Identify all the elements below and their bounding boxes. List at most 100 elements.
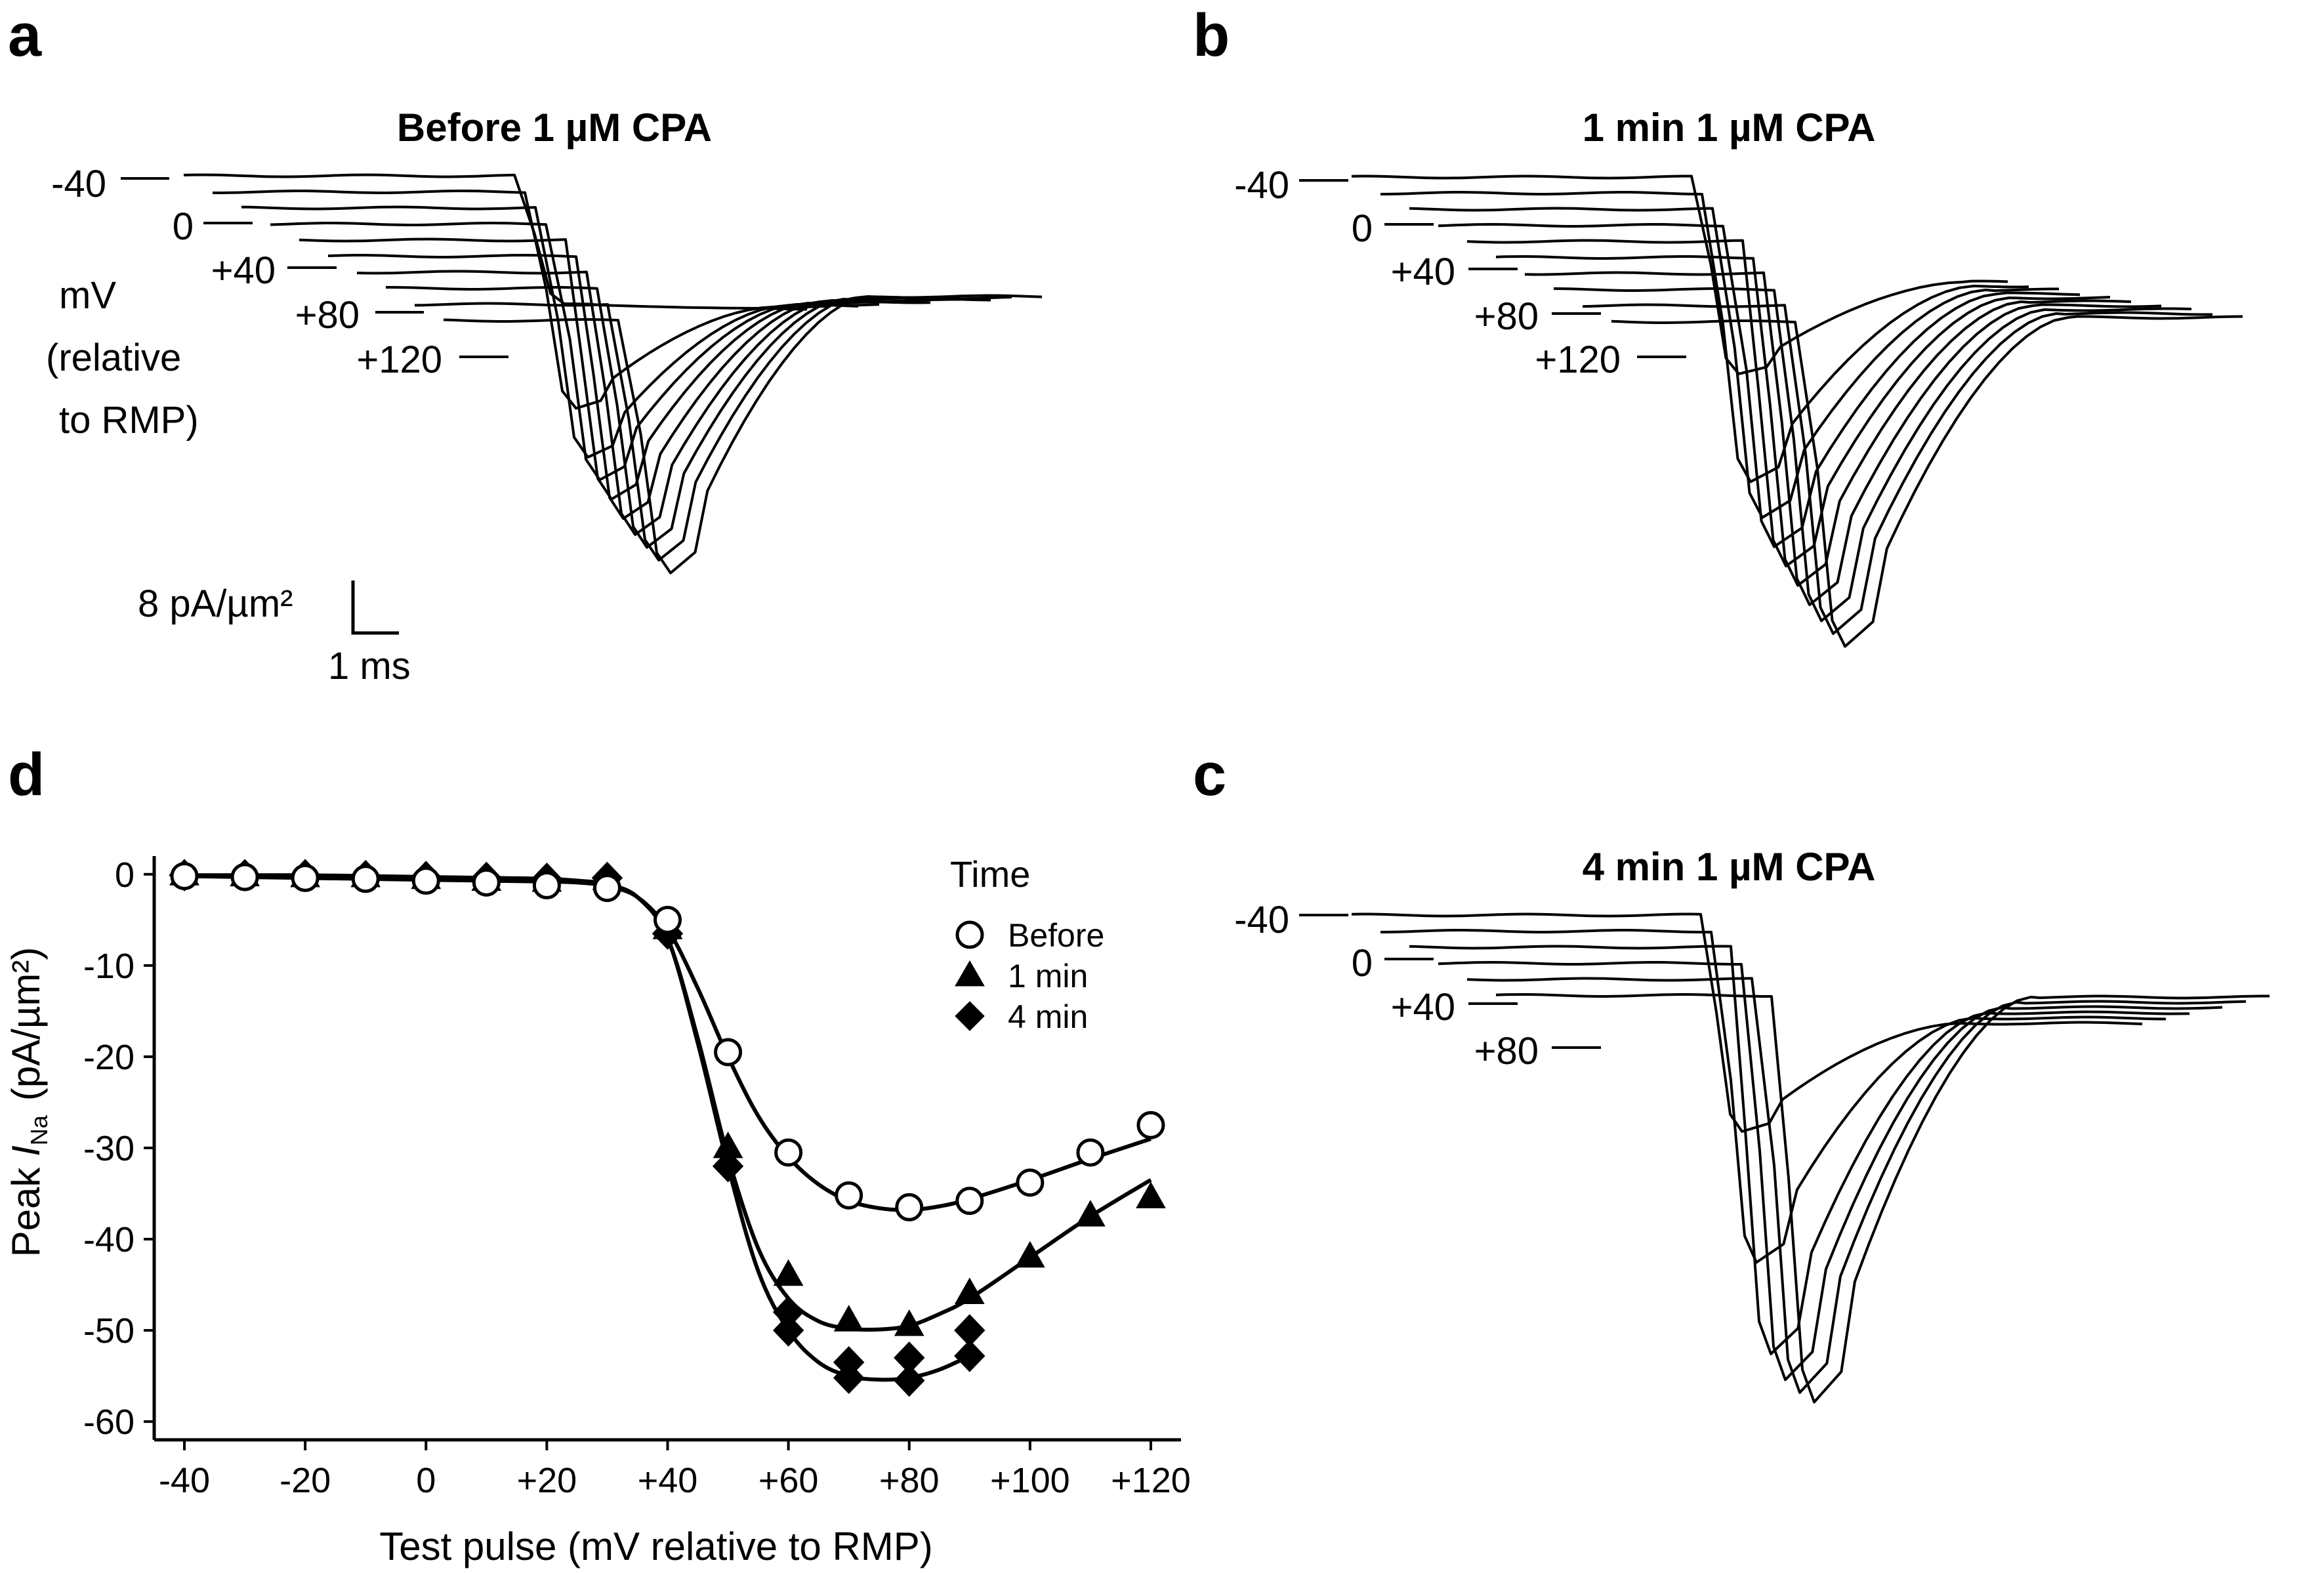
fit-curve-4min bbox=[184, 873, 971, 1382]
legend-marker-before bbox=[955, 920, 984, 949]
voltage-label-plus40: +40 bbox=[211, 249, 276, 292]
data-point-4min bbox=[833, 1361, 865, 1395]
data-point-1min bbox=[954, 1277, 985, 1304]
y-tick-label: -40 bbox=[83, 1220, 135, 1259]
panel-c-traces bbox=[1351, 912, 2270, 1404]
voltage-label-0: 0 bbox=[1352, 207, 1373, 250]
panel-c: c 4 min 1 µM CPA -40 0 +40 +80 bbox=[1193, 741, 2270, 1404]
voltage-label-minus40: -40 bbox=[51, 163, 106, 205]
data-point-4min bbox=[954, 1339, 986, 1372]
current-trace bbox=[1438, 961, 2223, 1381]
current-trace bbox=[1409, 945, 2190, 1355]
x-tick-label: +60 bbox=[758, 1461, 819, 1500]
panel-b: b 1 min 1 µM CPA -40 0 +40 +80 +120 bbox=[1193, 2, 2243, 648]
voltage-label-0: 0 bbox=[173, 205, 194, 248]
chart-data-points bbox=[169, 859, 1166, 1397]
data-point-before bbox=[291, 863, 320, 892]
current-trace bbox=[414, 295, 1012, 562]
y-tick-label: -20 bbox=[83, 1038, 135, 1077]
panel-b-letter: b bbox=[1193, 2, 1230, 69]
voltage-label-plus120: +120 bbox=[1535, 338, 1621, 381]
data-point-before bbox=[230, 863, 259, 891]
panel-c-letter: c bbox=[1193, 741, 1226, 808]
current-trace bbox=[1495, 993, 2270, 1404]
data-point-before bbox=[592, 874, 621, 903]
current-trace bbox=[1380, 191, 2029, 483]
data-point-before bbox=[411, 867, 440, 895]
voltage-label-plus40: +40 bbox=[1391, 251, 1455, 293]
data-point-4min bbox=[772, 1314, 804, 1347]
panel-b-voltage-labels: -40 0 +40 +80 +120 bbox=[1234, 164, 1686, 381]
panel-a-title: Before 1 µM CPA bbox=[397, 106, 712, 150]
data-point-1min bbox=[773, 1259, 804, 1286]
chart-legend: Time Before 1 min 4 min bbox=[950, 853, 1104, 1035]
current-trace bbox=[1495, 255, 2132, 587]
y-axis-label: Peak INa (pA/µm²) bbox=[4, 947, 52, 1257]
current-trace bbox=[1438, 223, 2081, 548]
current-trace bbox=[1611, 315, 2243, 648]
legend-marker-1min bbox=[955, 960, 985, 987]
voltage-label-plus40: +40 bbox=[1391, 986, 1455, 1029]
data-point-4min bbox=[894, 1364, 925, 1397]
current-trace bbox=[1466, 977, 2247, 1394]
peak-current-chart: -40 -20 0 +20 +40 +60 +80 +100 +120 0 -10 -20 -30 -40… bbox=[4, 853, 1191, 1568]
data-point-before bbox=[532, 871, 561, 899]
x-tick-label: -20 bbox=[280, 1461, 331, 1500]
y-tick-label: -30 bbox=[83, 1129, 135, 1168]
scale-bar-lines bbox=[351, 581, 399, 635]
data-point-1min bbox=[1014, 1240, 1045, 1268]
current-trace bbox=[213, 190, 829, 410]
data-point-before bbox=[351, 865, 380, 893]
current-trace bbox=[1466, 239, 2111, 567]
current-trace bbox=[1582, 303, 2213, 635]
data-point-4min bbox=[954, 1314, 986, 1347]
panel-b-title: 1 min 1 µM CPA bbox=[1583, 106, 1876, 150]
legend-marker-4min bbox=[955, 1001, 985, 1031]
voltage-label-0: 0 bbox=[1352, 942, 1373, 985]
current-trace bbox=[241, 205, 859, 459]
data-point-1min bbox=[833, 1305, 864, 1332]
x-tick-label: -40 bbox=[159, 1461, 210, 1500]
voltage-label-plus80: +80 bbox=[295, 294, 360, 337]
data-point-1min bbox=[894, 1309, 924, 1336]
data-point-before bbox=[1136, 1111, 1165, 1139]
x-tick-label: +40 bbox=[638, 1461, 698, 1500]
data-point-before bbox=[170, 862, 199, 891]
voltage-label-minus40: -40 bbox=[1234, 899, 1289, 941]
panel-b-traces bbox=[1351, 174, 2243, 648]
voltage-label-minus40: -40 bbox=[1234, 164, 1289, 207]
voltage-label-plus80: +80 bbox=[1474, 295, 1539, 338]
panel-a-voltage-labels: -40 0 +40 +80 +120 bbox=[51, 163, 508, 381]
data-point-1min bbox=[1075, 1200, 1106, 1227]
data-point-1min bbox=[713, 1131, 743, 1158]
y-axis-label-units: (pA/µm²) bbox=[4, 947, 48, 1101]
data-point-before bbox=[714, 1038, 743, 1067]
y-tick-label: -50 bbox=[83, 1311, 135, 1351]
y-axis-label-subscript: Na bbox=[26, 1114, 52, 1145]
legend-label-1min: 1 min bbox=[1008, 958, 1088, 994]
panel-d: d -40 -20 0 +20 +40 +60 +80 +100 +1200-10-20-30-… bbox=[4, 741, 1191, 1568]
y-tick-label: 0 bbox=[115, 855, 135, 895]
x-tick-label: +120 bbox=[1111, 1461, 1191, 1500]
scale-bar-current-label: 8 pA/µm² bbox=[138, 582, 293, 625]
current-trace bbox=[327, 254, 931, 520]
panel-c-title: 4 min 1 µM CPA bbox=[1583, 845, 1876, 889]
data-point-before bbox=[835, 1181, 863, 1210]
legend-title: Time bbox=[950, 853, 1030, 895]
current-trace bbox=[386, 286, 991, 549]
current-trace bbox=[1380, 929, 2167, 1264]
current-trace bbox=[1351, 174, 2008, 375]
current-trace bbox=[183, 173, 808, 311]
scale-bar: 8 pA/µm² 1 ms bbox=[138, 581, 411, 687]
current-trace bbox=[1409, 207, 2059, 519]
current-trace bbox=[1524, 271, 2162, 606]
data-point-4min bbox=[712, 1150, 744, 1183]
current-trace bbox=[270, 222, 880, 481]
y-axis-label-prefix: Peak bbox=[4, 1156, 48, 1257]
current-trace bbox=[1553, 287, 2192, 623]
current-trace bbox=[443, 294, 1043, 575]
voltage-label-plus120: +120 bbox=[356, 338, 442, 381]
x-axis-label: Test pulse (mV relative to RMP) bbox=[379, 1524, 933, 1568]
panel-c-voltage-labels: -40 0 +40 +80 bbox=[1234, 899, 1601, 1072]
